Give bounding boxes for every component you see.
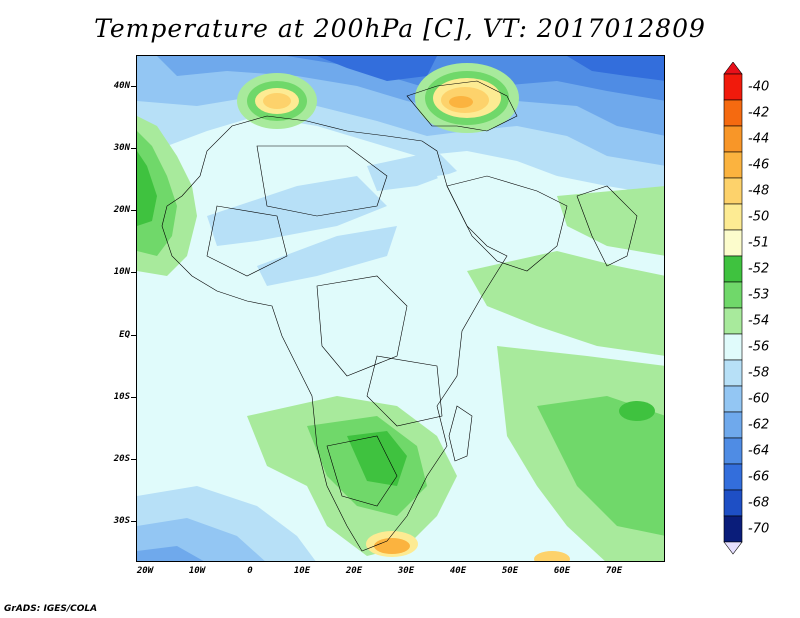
- lon-label-10e: 10E: [293, 566, 311, 576]
- temperature-map: [136, 55, 665, 562]
- colorbar-label: -60: [748, 391, 770, 407]
- lat-tick: [131, 459, 136, 460]
- lat-label-40n: 40N: [113, 81, 130, 91]
- colorbar-label: -70: [748, 521, 770, 537]
- colorbar-label: -56: [748, 339, 770, 355]
- colorbar-box: [723, 437, 743, 465]
- colorbar-box: [723, 151, 743, 179]
- lat-label-30s: 30S: [113, 516, 130, 526]
- lon-label-70e: 70E: [605, 566, 623, 576]
- lon-label-20w: 20W: [136, 566, 154, 576]
- colorbar-box: [723, 255, 743, 283]
- lat-tick: [131, 210, 136, 211]
- colorbar-label: -46: [748, 157, 770, 173]
- colorbar-label: -51: [748, 235, 770, 251]
- colorbar-box: [723, 411, 743, 439]
- colorbar-label: -62: [748, 417, 770, 433]
- colorbar-label: -68: [748, 495, 770, 511]
- lon-label-20e: 20E: [345, 566, 363, 576]
- lat-tick: [131, 521, 136, 522]
- colorbar-label: -40: [748, 79, 770, 95]
- colorbar-box: [723, 177, 743, 205]
- lat-tick: [131, 148, 136, 149]
- colorbar-box: [723, 463, 743, 491]
- colorbar-label: -66: [748, 469, 770, 485]
- colorbar-label: -54: [748, 313, 770, 329]
- lat-tick: [131, 397, 136, 398]
- lat-label-20s: 20S: [113, 454, 130, 464]
- map-canvas: [137, 56, 664, 561]
- colorbar-over-arrow: [723, 61, 743, 75]
- colorbar-label: -50: [748, 209, 770, 225]
- colorbar-label: -58: [748, 365, 770, 381]
- colorbar-svg: [723, 61, 743, 555]
- colorbar-box: [723, 515, 743, 543]
- lon-label-0: 0: [247, 566, 253, 576]
- lon-label-30e: 30E: [397, 566, 415, 576]
- lon-label-60e: 60E: [553, 566, 571, 576]
- lat-label-30n: 30N: [113, 143, 130, 153]
- lat-label-20n: 20N: [113, 205, 130, 215]
- colorbar-label: -42: [748, 105, 770, 121]
- colorbar-box: [723, 73, 743, 101]
- colorbar-box: [723, 203, 743, 231]
- colorbar-box: [723, 229, 743, 257]
- colorbar-box: [723, 385, 743, 413]
- lat-label-10s: 10S: [113, 392, 130, 402]
- lat-tick: [131, 86, 136, 87]
- coastline-outlines: [161, 80, 638, 552]
- lon-label-10w: 10W: [188, 566, 206, 576]
- footer-credit: GrADS: IGES/COLA: [4, 604, 98, 614]
- colorbar-under-arrow: [723, 541, 743, 555]
- colorbar-label: -48: [748, 183, 770, 199]
- lat-tick: [131, 335, 136, 336]
- colorbar-box: [723, 307, 743, 335]
- lat-label-eq: EQ: [119, 330, 130, 340]
- lon-label-40e: 40E: [449, 566, 467, 576]
- colorbar-box: [723, 359, 743, 387]
- colorbar-label: -64: [748, 443, 770, 459]
- colorbar-box: [723, 281, 743, 309]
- colorbar-label: -53: [748, 287, 770, 303]
- colorbar-box: [723, 99, 743, 127]
- lat-tick: [131, 272, 136, 273]
- colorbar-box: [723, 333, 743, 361]
- colorbar-box: [723, 489, 743, 517]
- colorbar: [722, 61, 744, 560]
- lon-label-50e: 50E: [501, 566, 519, 576]
- map-title: Temperature at 200hPa [C], VT: 201701280…: [94, 14, 706, 43]
- colorbar-label: -44: [748, 131, 770, 147]
- colorbar-label: -52: [748, 261, 770, 277]
- lat-label-10n: 10N: [113, 267, 130, 277]
- colorbar-box: [723, 125, 743, 153]
